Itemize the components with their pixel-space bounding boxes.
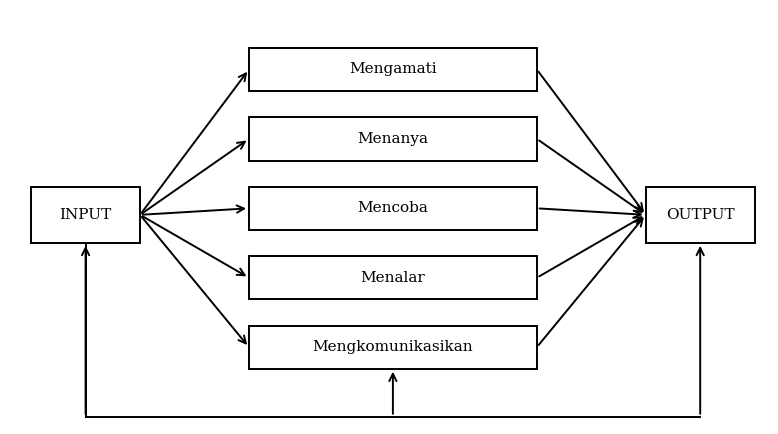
Text: Mengkomunikasikan: Mengkomunikasikan bbox=[313, 340, 473, 354]
Text: INPUT: INPUT bbox=[59, 208, 112, 222]
Text: Menanya: Menanya bbox=[357, 132, 429, 146]
FancyBboxPatch shape bbox=[249, 48, 537, 91]
Text: OUTPUT: OUTPUT bbox=[666, 208, 734, 222]
Text: Menalar: Menalar bbox=[360, 271, 426, 285]
FancyBboxPatch shape bbox=[249, 187, 537, 230]
FancyBboxPatch shape bbox=[249, 256, 537, 299]
Text: Mencoba: Mencoba bbox=[357, 201, 429, 215]
FancyBboxPatch shape bbox=[31, 187, 140, 243]
Text: Mengamati: Mengamati bbox=[349, 62, 436, 76]
FancyBboxPatch shape bbox=[249, 326, 537, 369]
FancyBboxPatch shape bbox=[646, 187, 755, 243]
FancyBboxPatch shape bbox=[249, 117, 537, 161]
